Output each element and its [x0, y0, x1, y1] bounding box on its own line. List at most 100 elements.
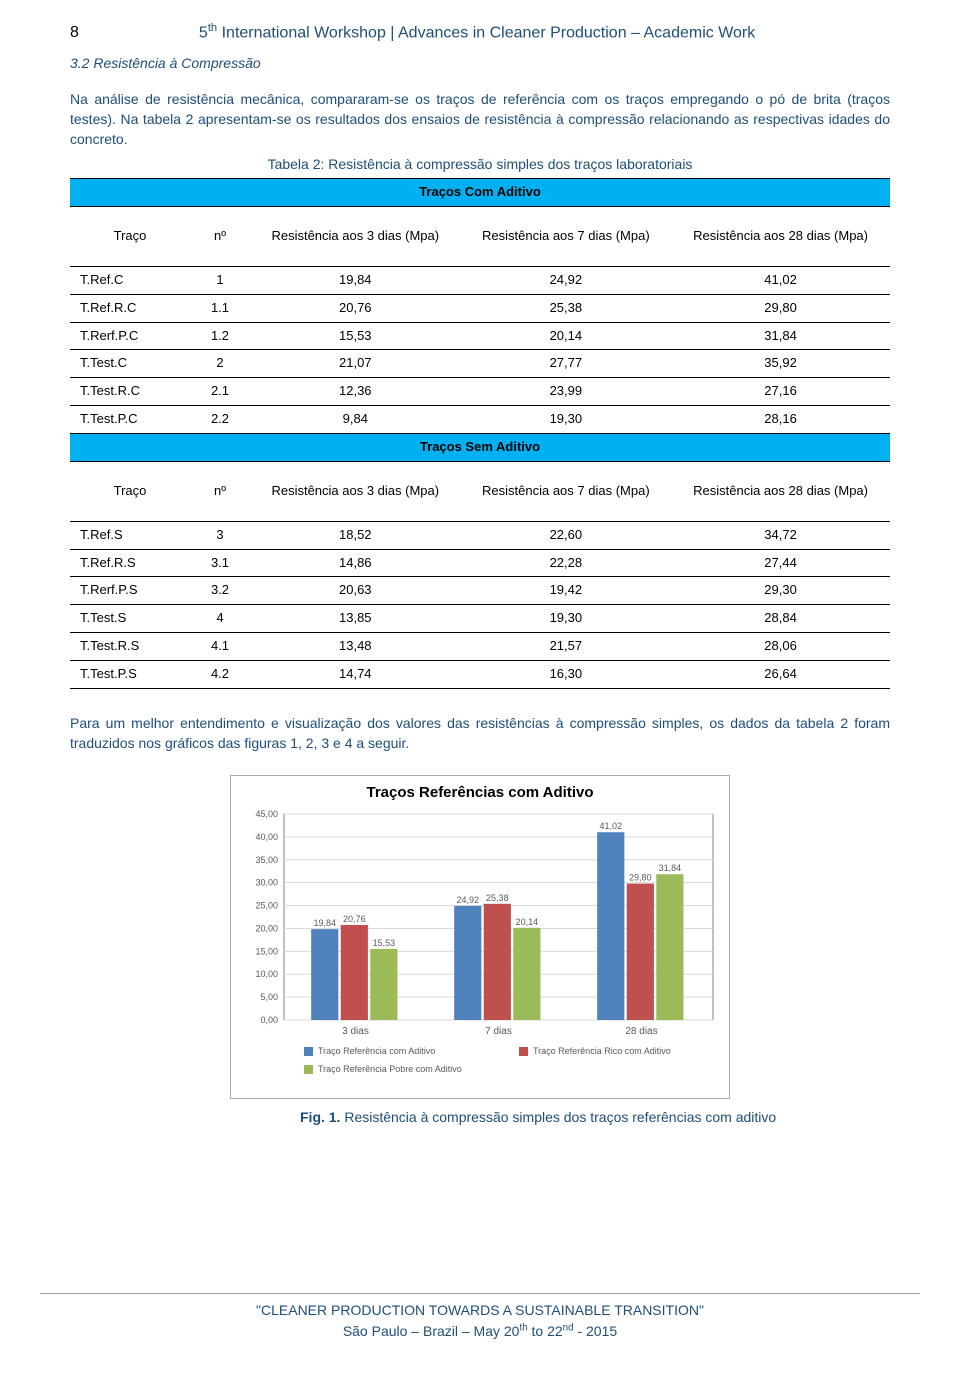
table-cell: 22,60 — [461, 521, 672, 549]
svg-text:20,00: 20,00 — [255, 924, 278, 934]
workshop-title: 5th International Workshop | Advances in… — [199, 20, 755, 45]
table-cell: 3.2 — [190, 577, 250, 605]
svg-text:15,00: 15,00 — [255, 946, 278, 956]
table-cell: 21,57 — [461, 633, 672, 661]
table-cell: 27,77 — [461, 350, 672, 378]
table-cell: 1.2 — [190, 322, 250, 350]
table-cell: 4 — [190, 605, 250, 633]
table-cell: 2.2 — [190, 406, 250, 434]
table-cell: 20,76 — [250, 294, 461, 322]
table-cell: 22,28 — [461, 549, 672, 577]
table-cell: 2 — [190, 350, 250, 378]
table-cell: T.Test.R.S — [70, 633, 190, 661]
table-cell: 20,14 — [461, 322, 672, 350]
table-cell: 3 — [190, 521, 250, 549]
table-row: T.Test.P.S4.214,7416,3026,64 — [70, 660, 890, 688]
table-row: T.Rerf.P.S3.220,6319,4229,30 — [70, 577, 890, 605]
table-cell: 23,99 — [461, 378, 672, 406]
table-cell: 13,85 — [250, 605, 461, 633]
svg-text:0,00: 0,00 — [260, 1015, 278, 1025]
table-cell: 19,84 — [250, 266, 461, 294]
table-cell: T.Test.P.C — [70, 406, 190, 434]
bar-chart-container: Traços Referências com Aditivo 0,00 5,00 1… — [230, 775, 730, 1099]
table-row: T.Ref.C119,8424,9241,02 — [70, 266, 890, 294]
table-header-cell: Resistência aos 3 dias (Mpa) — [250, 206, 461, 266]
table-section-header: Traços Com Aditivo — [70, 179, 890, 207]
table-cell: T.Ref.C — [70, 266, 190, 294]
table-section-header: Traços Sem Aditivo — [70, 433, 890, 461]
table-cell: 25,38 — [461, 294, 672, 322]
table-column-header: TraçonºResistência aos 3 dias (Mpa)Resis… — [70, 206, 890, 266]
table-row: T.Test.R.C2.112,3623,9927,16 — [70, 378, 890, 406]
table-cell: 19,42 — [461, 577, 672, 605]
table-header-cell: Traço — [70, 206, 190, 266]
resistance-table: Traços Com AditivoTraçonºResistência aos… — [70, 178, 890, 689]
table-cell: T.Rerf.P.C — [70, 322, 190, 350]
svg-text:Traço Referência Rico com Adit: Traço Referência Rico com Aditivo — [533, 1046, 671, 1056]
table-row: T.Test.R.S4.113,4821,5728,06 — [70, 633, 890, 661]
table-header-cell: Resistência aos 28 dias (Mpa) — [671, 461, 890, 521]
svg-text:20,14: 20,14 — [516, 917, 539, 927]
footer-divider — [40, 1293, 920, 1294]
table-cell: 20,63 — [250, 577, 461, 605]
svg-text:41,02: 41,02 — [599, 821, 622, 831]
table-cell: 4.1 — [190, 633, 250, 661]
table-cell: 35,92 — [671, 350, 890, 378]
table-cell: 16,30 — [461, 660, 672, 688]
table-cell: 28,06 — [671, 633, 890, 661]
table-cell: 13,48 — [250, 633, 461, 661]
table-cell: 27,44 — [671, 549, 890, 577]
table-cell: T.Ref.R.S — [70, 549, 190, 577]
table-cell: 27,16 — [671, 378, 890, 406]
page-number: 8 — [70, 21, 79, 44]
table-row: T.Ref.S318,5222,6034,72 — [70, 521, 890, 549]
table-header-cell: Resistência aos 7 dias (Mpa) — [461, 461, 672, 521]
svg-text:25,38: 25,38 — [486, 893, 509, 903]
table-cell: 18,52 — [250, 521, 461, 549]
svg-text:29,80: 29,80 — [629, 873, 652, 883]
after-table-paragraph: Para um melhor entendimento e visualizaç… — [70, 713, 890, 754]
table-caption: Tabela 2: Resistência à compressão simpl… — [70, 154, 890, 174]
table-cell: 29,80 — [671, 294, 890, 322]
table-cell: 19,30 — [461, 605, 672, 633]
table-cell: 21,07 — [250, 350, 461, 378]
svg-text:40,00: 40,00 — [255, 832, 278, 842]
svg-text:Traço Referência com Aditivo: Traço Referência com Aditivo — [318, 1046, 435, 1056]
table-cell: 12,36 — [250, 378, 461, 406]
table-cell: 3.1 — [190, 549, 250, 577]
footer-line2: São Paulo – Brazil – May 20th to 22nd - … — [70, 1321, 890, 1341]
table-cell: 1 — [190, 266, 250, 294]
page-footer: "CLEANER PRODUCTION TOWARDS A SUSTAINABL… — [70, 1287, 890, 1341]
table-cell: 28,16 — [671, 406, 890, 434]
table-cell: 31,84 — [671, 322, 890, 350]
table-row: T.Ref.R.S3.114,8622,2827,44 — [70, 549, 890, 577]
svg-text:24,92: 24,92 — [456, 895, 479, 905]
table-header-cell: nº — [190, 206, 250, 266]
table-row: T.Test.C221,0727,7735,92 — [70, 350, 890, 378]
table-header-cell: Resistência aos 3 dias (Mpa) — [250, 461, 461, 521]
table-cell: 1.1 — [190, 294, 250, 322]
table-cell: T.Test.S — [70, 605, 190, 633]
table-cell: 28,84 — [671, 605, 890, 633]
table-row: T.Ref.R.C1.120,7625,3829,80 — [70, 294, 890, 322]
figure-label: Fig. 1. — [300, 1109, 340, 1125]
svg-text:3 dias: 3 dias — [342, 1026, 369, 1037]
table-cell: T.Test.R.C — [70, 378, 190, 406]
table-cell: 9,84 — [250, 406, 461, 434]
table-header-cell: Resistência aos 7 dias (Mpa) — [461, 206, 672, 266]
table-header-cell: Resistência aos 28 dias (Mpa) — [671, 206, 890, 266]
table-cell: 24,92 — [461, 266, 672, 294]
table-cell: 15,53 — [250, 322, 461, 350]
svg-text:20,76: 20,76 — [343, 914, 366, 924]
table-column-header: TraçonºResistência aos 3 dias (Mpa)Resis… — [70, 461, 890, 521]
chart-title: Traços Referências com Aditivo — [239, 782, 721, 804]
figure-caption: Fig. 1. Resistência à compressão simples… — [300, 1107, 890, 1127]
svg-text:7 dias: 7 dias — [485, 1026, 512, 1037]
page-header: 8 5th International Workshop | Advances … — [70, 20, 890, 45]
table-cell: T.Test.P.S — [70, 660, 190, 688]
table-cell: 2.1 — [190, 378, 250, 406]
svg-text:19,84: 19,84 — [313, 918, 336, 928]
svg-text:5,00: 5,00 — [260, 992, 278, 1002]
table-row: T.Test.P.C2.29,8419,3028,16 — [70, 406, 890, 434]
figure-caption-text: Resistência à compressão simples dos tra… — [340, 1109, 776, 1125]
